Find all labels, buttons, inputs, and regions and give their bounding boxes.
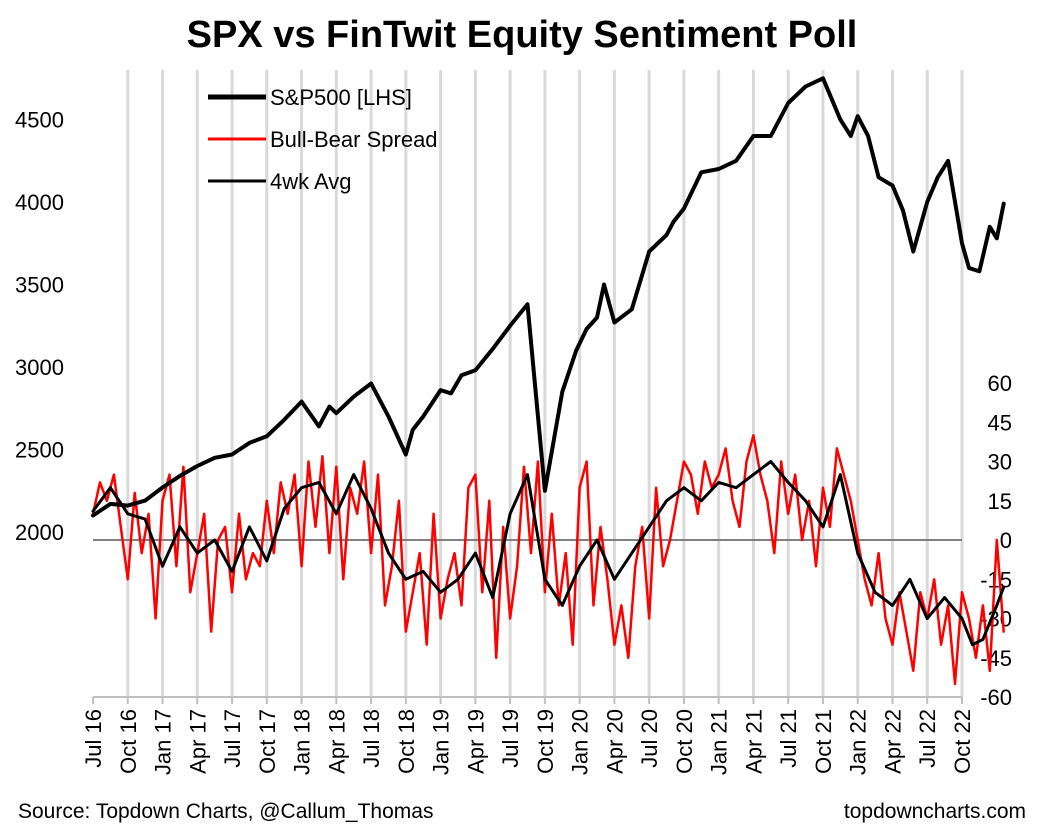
bull-bear-spread-line xyxy=(91,434,1005,686)
x-tick-label: Oct 20 xyxy=(672,709,697,774)
x-tick-label: Jul 17 xyxy=(220,709,245,768)
x-tick-label: Apr 17 xyxy=(185,709,210,774)
x-tick-label: Jul 21 xyxy=(776,709,801,768)
x-tick-label: Oct 17 xyxy=(255,709,280,774)
legend: S&P500 [LHS] Bull-Bear Spread 4wk Avg xyxy=(208,85,438,194)
x-tick-label: Apr 21 xyxy=(741,709,766,774)
left-tick-label: 3000 xyxy=(15,355,64,380)
x-tick-label: Apr 18 xyxy=(324,709,349,774)
x-tick-label: Apr 22 xyxy=(880,709,905,774)
right-tick-label: 60 xyxy=(988,371,1012,396)
x-tick-label: Jul 16 xyxy=(81,709,106,768)
x-tick-label: Jul 18 xyxy=(359,709,384,768)
series-lines xyxy=(91,76,1006,686)
right-tick-label: 0 xyxy=(1000,528,1012,553)
x-tick-label: Jan 22 xyxy=(846,709,871,775)
legend-label: 4wk Avg xyxy=(270,169,352,194)
legend-label: Bull-Bear Spread xyxy=(270,127,438,152)
chart-title: SPX vs FinTwit Equity Sentiment Poll xyxy=(186,14,858,56)
x-tick-label: Jul 20 xyxy=(637,709,662,768)
x-tick-label: Apr 20 xyxy=(602,709,627,774)
source-note: Source: Topdown Charts, @Callum_Thomas xyxy=(18,800,434,823)
x-tick-label: Oct 22 xyxy=(950,709,975,774)
x-tick-label: Jan 19 xyxy=(429,709,454,775)
x-tick-label: Jul 19 xyxy=(498,709,523,768)
right-tick-label: 45 xyxy=(988,410,1012,435)
spx-line xyxy=(91,76,1006,518)
x-tick-label: Jan 18 xyxy=(290,709,315,775)
legend-label: S&P500 [LHS] xyxy=(270,85,412,110)
x-axis-ticks: Jul 16 Oct 16 Jan 17 Apr 17 Jul 17 Oct 17 Jan … xyxy=(81,697,975,775)
x-tick-label: Oct 19 xyxy=(533,709,558,774)
left-tick-label: 4000 xyxy=(15,190,64,215)
x-tick-label: Jan 17 xyxy=(151,709,176,775)
right-tick-label: -45 xyxy=(980,646,1012,671)
left-tick-label: 2500 xyxy=(15,438,64,463)
x-tick-label: Jan 21 xyxy=(707,709,732,775)
left-tick-label: 3500 xyxy=(15,273,64,298)
x-tick-label: Apr 19 xyxy=(463,709,488,774)
left-tick-label: 2000 xyxy=(15,520,64,545)
x-tick-label: Jan 20 xyxy=(568,709,593,775)
x-tick-label: Jul 22 xyxy=(915,709,940,768)
brand-note: topdowncharts.com xyxy=(843,800,1026,823)
four-week-avg-line xyxy=(91,460,1006,647)
left-axis-ticks: 2000 2500 3000 3500 4000 4500 xyxy=(15,108,64,546)
right-tick-label: 15 xyxy=(988,489,1012,514)
right-tick-label: -60 xyxy=(980,685,1012,710)
left-tick-label: 4500 xyxy=(15,108,64,133)
vertical-gridlines xyxy=(126,70,964,697)
x-tick-label: Oct 21 xyxy=(811,709,836,774)
x-tick-label: Oct 18 xyxy=(394,709,419,774)
x-tick-label: Oct 16 xyxy=(116,709,141,774)
right-tick-label: 30 xyxy=(988,450,1012,475)
